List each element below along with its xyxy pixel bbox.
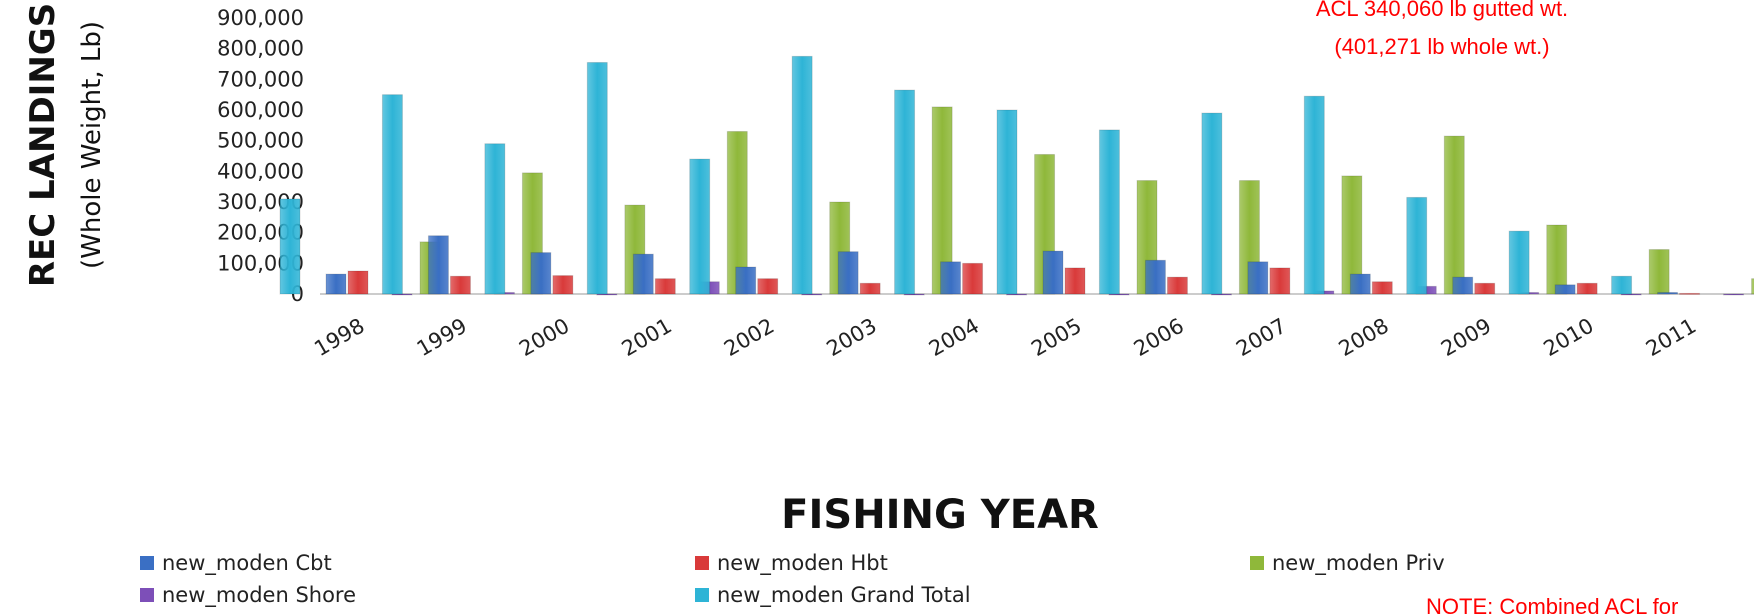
legend-label: new_moden Hbt — [717, 551, 888, 576]
bar-new_moden-hbt-2009 — [1474, 282, 1496, 295]
y-tick-label: 400,000 — [217, 159, 304, 183]
x-axis-ticks: 1998 1999 2000 2001 2002 2003 2004 2005 2006 2007… — [310, 314, 1700, 362]
bar-new_moden-grand-total-2004 — [894, 89, 916, 295]
bar-new_moden-hbt-2003 — [859, 282, 881, 295]
bar-new_moden-grand-total-2001 — [586, 61, 608, 295]
bar-new_moden-grand-total-2011 — [1611, 275, 1633, 295]
bar-new_moden-grand-total-2008 — [1303, 95, 1325, 295]
legend-swatch — [1250, 556, 1264, 570]
bar-new_moden-grand-total-2002 — [689, 158, 711, 295]
bar-new_moden-hbt-2008 — [1371, 281, 1393, 295]
bar-new_moden-grand-total-2010 — [1508, 230, 1530, 295]
bar-new_moden-hbt-1999 — [449, 275, 471, 295]
legend-label: new_moden Grand Total — [717, 583, 971, 608]
bar-new_moden-cbt-2006 — [1144, 259, 1166, 295]
bar-new_moden-grand-total-2007 — [1201, 112, 1223, 295]
x-tick-label: 2005 — [1027, 314, 1085, 362]
legend-swatch — [695, 556, 709, 570]
bar-new_moden-cbt-2000 — [530, 252, 552, 295]
legend-label: new_moden Cbt — [162, 551, 332, 576]
bar-new_moden-grand-total-2000 — [484, 143, 506, 295]
x-tick-label: 2006 — [1130, 314, 1188, 362]
x-tick-label: 2009 — [1437, 314, 1495, 362]
legend: new_moden Cbt new_moden Hbt new_moden Priv… — [140, 551, 1445, 608]
y-axis-sublabel: (Whole Weight, Lb) — [77, 21, 107, 269]
y-axis-ticks: 0100,000200,000300,000400,000500,000600,… — [217, 6, 304, 306]
bar-new_moden-cbt-2007 — [1247, 261, 1269, 295]
legend-swatch — [140, 556, 154, 570]
bar-new_moden-hbt-2002 — [757, 278, 779, 295]
bar-new_moden-grand-total-2005 — [996, 109, 1018, 295]
note-annotation: NOTE: Combined ACL for — [1426, 594, 1678, 616]
acl-annotation-line1: ACL 340,060 lb gutted wt. — [1316, 0, 1568, 21]
bar-new_moden-cbt-1998 — [325, 273, 347, 295]
bar-new_moden-priv-2010 — [1648, 249, 1670, 295]
bar-new_moden-priv-2011 — [1751, 278, 1754, 295]
acl-annotation-line2: (401,271 lb whole wt.) — [1334, 34, 1549, 59]
bar-new_moden-priv-2008 — [1443, 135, 1465, 295]
x-tick-label: 2010 — [1539, 314, 1597, 362]
bar-new_moden-cbt-1999 — [427, 235, 449, 295]
bar-new_moden-cbt-2003 — [837, 251, 859, 295]
x-tick-label: 2000 — [515, 314, 573, 362]
bar-new_moden-hbt-2000 — [552, 275, 574, 295]
x-tick-label: 2003 — [822, 314, 880, 362]
bar-new_moden-cbt-2004 — [940, 261, 962, 295]
bar-new_moden-cbt-2010 — [1554, 284, 1576, 295]
y-tick-label: 900,000 — [217, 6, 304, 30]
x-tick-label: 2007 — [1232, 314, 1290, 362]
x-tick-label: 2008 — [1335, 314, 1393, 362]
x-tick-label: 2011 — [1642, 314, 1700, 362]
x-tick-label: 2004 — [925, 314, 983, 362]
bar-new_moden-grand-total-1998 — [279, 198, 301, 295]
legend-swatch — [140, 588, 154, 602]
y-tick-label: 700,000 — [217, 67, 304, 91]
bar-new_moden-cbt-2002 — [735, 266, 757, 295]
bar-new_moden-hbt-2006 — [1166, 276, 1188, 295]
bar-new_moden-shore-2011 — [1723, 293, 1745, 296]
bar-new_moden-grand-total-1999 — [381, 94, 403, 295]
x-tick-label: 1999 — [413, 314, 471, 362]
y-axis-label: REC LANDINGS — [23, 3, 63, 287]
bar-new_moden-cbt-2011 — [1657, 291, 1679, 295]
bar-new_moden-cbt-2001 — [632, 253, 654, 295]
bar-new_moden-hbt-2001 — [654, 278, 676, 295]
legend-label: new_moden Priv — [1272, 551, 1445, 576]
x-tick-label: 2002 — [720, 314, 778, 362]
bar-new_moden-cbt-2008 — [1349, 273, 1371, 295]
y-axis-title: REC LANDINGS (Whole Weight, Lb) — [23, 3, 107, 287]
bar-new_moden-hbt-2010 — [1576, 282, 1598, 295]
legend-label: new_moden Shore — [162, 583, 356, 608]
bar-new_moden-grand-total-2003 — [791, 55, 813, 295]
bar-new_moden-grand-total-2009 — [1406, 196, 1428, 295]
bar-new_moden-cbt-2009 — [1452, 276, 1474, 295]
bar-new_moden-hbt-2005 — [1064, 267, 1086, 295]
y-tick-label: 800,000 — [217, 37, 304, 61]
y-tick-label: 600,000 — [217, 98, 304, 122]
legend-swatch — [695, 588, 709, 602]
bar-new_moden-hbt-2004 — [962, 262, 984, 295]
bar-new_moden-hbt-1998 — [347, 270, 369, 295]
bar-new_moden-grand-total-2006 — [1098, 129, 1120, 295]
plot-area — [279, 55, 1754, 296]
x-tick-label: 2001 — [618, 314, 676, 362]
bar-new_moden-hbt-2011 — [1679, 292, 1701, 295]
y-tick-label: 500,000 — [217, 129, 304, 153]
bar-new_moden-priv-2009 — [1546, 224, 1568, 295]
bar-new_moden-cbt-2005 — [1042, 250, 1064, 295]
bar-new_moden-hbt-2007 — [1269, 267, 1291, 295]
x-axis-label: FISHING YEAR — [781, 492, 1099, 538]
x-tick-label: 1998 — [310, 314, 368, 362]
